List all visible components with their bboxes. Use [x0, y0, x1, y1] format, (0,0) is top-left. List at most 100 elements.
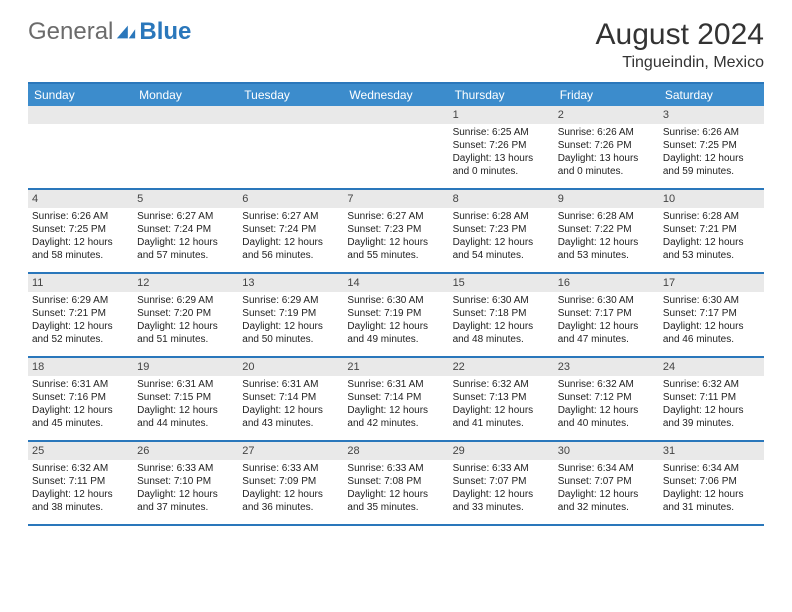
day-cell: 9Sunrise: 6:28 AMSunset: 7:22 PMDaylight… — [554, 190, 659, 272]
day-number: 19 — [133, 358, 238, 376]
day-cell: 19Sunrise: 6:31 AMSunset: 7:15 PMDayligh… — [133, 358, 238, 440]
day-body: Sunrise: 6:33 AMSunset: 7:07 PMDaylight:… — [449, 460, 554, 516]
logo-text-general: General — [28, 18, 113, 46]
daylight-text: Daylight: 12 hours and 47 minutes. — [558, 320, 655, 346]
logo-sail-icon — [115, 23, 137, 41]
day-number: 10 — [659, 190, 764, 208]
day-number: 23 — [554, 358, 659, 376]
sunrise-text: Sunrise: 6:27 AM — [137, 210, 234, 223]
day-cell: 21Sunrise: 6:31 AMSunset: 7:14 PMDayligh… — [343, 358, 448, 440]
daylight-text: Daylight: 12 hours and 53 minutes. — [558, 236, 655, 262]
day-cell: 30Sunrise: 6:34 AMSunset: 7:07 PMDayligh… — [554, 442, 659, 524]
sunrise-text: Sunrise: 6:27 AM — [242, 210, 339, 223]
day-cell — [343, 106, 448, 188]
daylight-text: Daylight: 12 hours and 44 minutes. — [137, 404, 234, 430]
day-number: 30 — [554, 442, 659, 460]
location: Tingueindin, Mexico — [596, 54, 764, 72]
day-cell: 15Sunrise: 6:30 AMSunset: 7:18 PMDayligh… — [449, 274, 554, 356]
logo-text-blue: Blue — [139, 18, 191, 46]
sunrise-text: Sunrise: 6:30 AM — [453, 294, 550, 307]
day-body: Sunrise: 6:28 AMSunset: 7:21 PMDaylight:… — [659, 208, 764, 264]
sunrise-text: Sunrise: 6:31 AM — [347, 378, 444, 391]
daylight-text: Daylight: 12 hours and 55 minutes. — [347, 236, 444, 262]
day-cell: 22Sunrise: 6:32 AMSunset: 7:13 PMDayligh… — [449, 358, 554, 440]
sunrise-text: Sunrise: 6:31 AM — [32, 378, 129, 391]
sunset-text: Sunset: 7:20 PM — [137, 307, 234, 320]
day-body: Sunrise: 6:31 AMSunset: 7:14 PMDaylight:… — [238, 376, 343, 432]
day-cell: 18Sunrise: 6:31 AMSunset: 7:16 PMDayligh… — [28, 358, 133, 440]
sunrise-text: Sunrise: 6:31 AM — [137, 378, 234, 391]
sunrise-text: Sunrise: 6:33 AM — [242, 462, 339, 475]
daylight-text: Daylight: 12 hours and 58 minutes. — [32, 236, 129, 262]
day-cell: 27Sunrise: 6:33 AMSunset: 7:09 PMDayligh… — [238, 442, 343, 524]
week-row: 25Sunrise: 6:32 AMSunset: 7:11 PMDayligh… — [28, 442, 764, 526]
day-body: Sunrise: 6:27 AMSunset: 7:24 PMDaylight:… — [133, 208, 238, 264]
day-number: 13 — [238, 274, 343, 292]
sunrise-text: Sunrise: 6:26 AM — [32, 210, 129, 223]
day-body: Sunrise: 6:27 AMSunset: 7:23 PMDaylight:… — [343, 208, 448, 264]
daylight-text: Daylight: 12 hours and 38 minutes. — [32, 488, 129, 514]
sunrise-text: Sunrise: 6:32 AM — [453, 378, 550, 391]
sunset-text: Sunset: 7:06 PM — [663, 475, 760, 488]
day-cell: 29Sunrise: 6:33 AMSunset: 7:07 PMDayligh… — [449, 442, 554, 524]
daylight-text: Daylight: 13 hours and 0 minutes. — [558, 152, 655, 178]
day-number: 14 — [343, 274, 448, 292]
sunrise-text: Sunrise: 6:29 AM — [32, 294, 129, 307]
day-number: 4 — [28, 190, 133, 208]
sunset-text: Sunset: 7:24 PM — [137, 223, 234, 236]
day-number: 8 — [449, 190, 554, 208]
sunrise-text: Sunrise: 6:30 AM — [663, 294, 760, 307]
sunrise-text: Sunrise: 6:28 AM — [558, 210, 655, 223]
day-number: 26 — [133, 442, 238, 460]
day-cell: 14Sunrise: 6:30 AMSunset: 7:19 PMDayligh… — [343, 274, 448, 356]
day-number: 11 — [28, 274, 133, 292]
daylight-text: Daylight: 12 hours and 36 minutes. — [242, 488, 339, 514]
daylight-text: Daylight: 12 hours and 37 minutes. — [137, 488, 234, 514]
sunrise-text: Sunrise: 6:29 AM — [242, 294, 339, 307]
day-number: 20 — [238, 358, 343, 376]
daylight-text: Daylight: 12 hours and 54 minutes. — [453, 236, 550, 262]
day-cell — [28, 106, 133, 188]
sunset-text: Sunset: 7:16 PM — [32, 391, 129, 404]
sunset-text: Sunset: 7:08 PM — [347, 475, 444, 488]
sunset-text: Sunset: 7:07 PM — [453, 475, 550, 488]
sunset-text: Sunset: 7:11 PM — [663, 391, 760, 404]
day-cell: 4Sunrise: 6:26 AMSunset: 7:25 PMDaylight… — [28, 190, 133, 272]
daylight-text: Daylight: 12 hours and 42 minutes. — [347, 404, 444, 430]
daylight-text: Daylight: 12 hours and 52 minutes. — [32, 320, 129, 346]
sunset-text: Sunset: 7:18 PM — [453, 307, 550, 320]
day-cell: 16Sunrise: 6:30 AMSunset: 7:17 PMDayligh… — [554, 274, 659, 356]
sunset-text: Sunset: 7:25 PM — [663, 139, 760, 152]
day-cell: 24Sunrise: 6:32 AMSunset: 7:11 PMDayligh… — [659, 358, 764, 440]
day-header: Wednesday — [343, 84, 448, 106]
week-row: 18Sunrise: 6:31 AMSunset: 7:16 PMDayligh… — [28, 358, 764, 442]
sunset-text: Sunset: 7:11 PM — [32, 475, 129, 488]
day-number: 28 — [343, 442, 448, 460]
daylight-text: Daylight: 12 hours and 50 minutes. — [242, 320, 339, 346]
day-body: Sunrise: 6:31 AMSunset: 7:14 PMDaylight:… — [343, 376, 448, 432]
daylight-text: Daylight: 12 hours and 48 minutes. — [453, 320, 550, 346]
day-number: 17 — [659, 274, 764, 292]
page-title: August 2024 — [596, 18, 764, 52]
day-header: Monday — [133, 84, 238, 106]
sunset-text: Sunset: 7:14 PM — [242, 391, 339, 404]
sunset-text: Sunset: 7:26 PM — [453, 139, 550, 152]
sunset-text: Sunset: 7:14 PM — [347, 391, 444, 404]
day-number: 12 — [133, 274, 238, 292]
weeks-container: 1Sunrise: 6:25 AMSunset: 7:26 PMDaylight… — [28, 106, 764, 526]
day-cell: 13Sunrise: 6:29 AMSunset: 7:19 PMDayligh… — [238, 274, 343, 356]
sunrise-text: Sunrise: 6:32 AM — [558, 378, 655, 391]
day-body: Sunrise: 6:31 AMSunset: 7:15 PMDaylight:… — [133, 376, 238, 432]
day-cell: 20Sunrise: 6:31 AMSunset: 7:14 PMDayligh… — [238, 358, 343, 440]
sunrise-text: Sunrise: 6:33 AM — [137, 462, 234, 475]
day-number: 22 — [449, 358, 554, 376]
day-number — [238, 106, 343, 124]
sunset-text: Sunset: 7:07 PM — [558, 475, 655, 488]
day-body: Sunrise: 6:32 AMSunset: 7:11 PMDaylight:… — [28, 460, 133, 516]
sunset-text: Sunset: 7:17 PM — [663, 307, 760, 320]
daylight-text: Daylight: 12 hours and 40 minutes. — [558, 404, 655, 430]
sunset-text: Sunset: 7:13 PM — [453, 391, 550, 404]
day-body: Sunrise: 6:33 AMSunset: 7:09 PMDaylight:… — [238, 460, 343, 516]
day-body: Sunrise: 6:32 AMSunset: 7:11 PMDaylight:… — [659, 376, 764, 432]
sunset-text: Sunset: 7:15 PM — [137, 391, 234, 404]
